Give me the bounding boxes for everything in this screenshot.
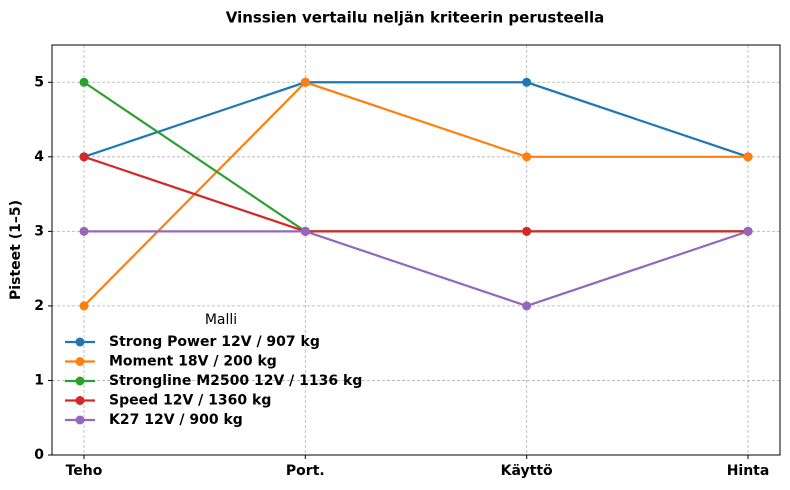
point <box>522 301 532 311</box>
legend-marker <box>75 415 85 425</box>
point <box>300 77 310 87</box>
legend-marker <box>75 376 85 386</box>
y-tick-label: 0 <box>34 447 44 463</box>
x-tick-label: Käyttö <box>501 463 553 479</box>
point <box>743 226 753 236</box>
chart-title: Vinssien vertailu neljän kriteerin perus… <box>226 9 605 27</box>
y-tick-label: 4 <box>34 149 44 165</box>
y-axis-label: Pisteet (1–5) <box>8 200 24 300</box>
series-line <box>83 81 749 158</box>
point <box>79 77 89 87</box>
point <box>79 301 89 311</box>
y-tick-label: 2 <box>34 298 44 314</box>
legend-label: K27 12V / 900 kg <box>109 412 243 428</box>
plot-frame <box>51 44 781 456</box>
legend-label: Strongline M2500 12V / 1136 kg <box>109 373 362 389</box>
legend-marker <box>75 337 85 347</box>
legend-label: Moment 18V / 200 kg <box>109 354 277 370</box>
x-tick-label: Teho <box>66 463 103 479</box>
legend-label: Strong Power 12V / 907 kg <box>109 334 320 350</box>
y-tick-label: 5 <box>34 74 44 90</box>
legend-label: Speed 12V / 1360 kg <box>109 393 271 409</box>
point <box>79 152 89 162</box>
point <box>522 226 532 236</box>
point <box>743 152 753 162</box>
legend-title: Malli <box>205 312 237 328</box>
x-tick-label: Port. <box>286 463 325 479</box>
legend-marker <box>75 357 85 366</box>
y-tick-label: 3 <box>34 223 44 239</box>
legend-marker <box>75 396 85 405</box>
x-tick-label: Hinta <box>727 463 770 479</box>
point <box>522 77 532 87</box>
point <box>79 226 89 236</box>
series-line <box>83 155 748 233</box>
point <box>300 226 310 236</box>
legend: Malli Strong Power 12V / 907 kg Moment 18V… <box>65 312 362 428</box>
point <box>522 152 532 162</box>
series-line <box>83 81 748 307</box>
y-tick-label: 1 <box>34 372 44 388</box>
series-line <box>84 230 749 308</box>
